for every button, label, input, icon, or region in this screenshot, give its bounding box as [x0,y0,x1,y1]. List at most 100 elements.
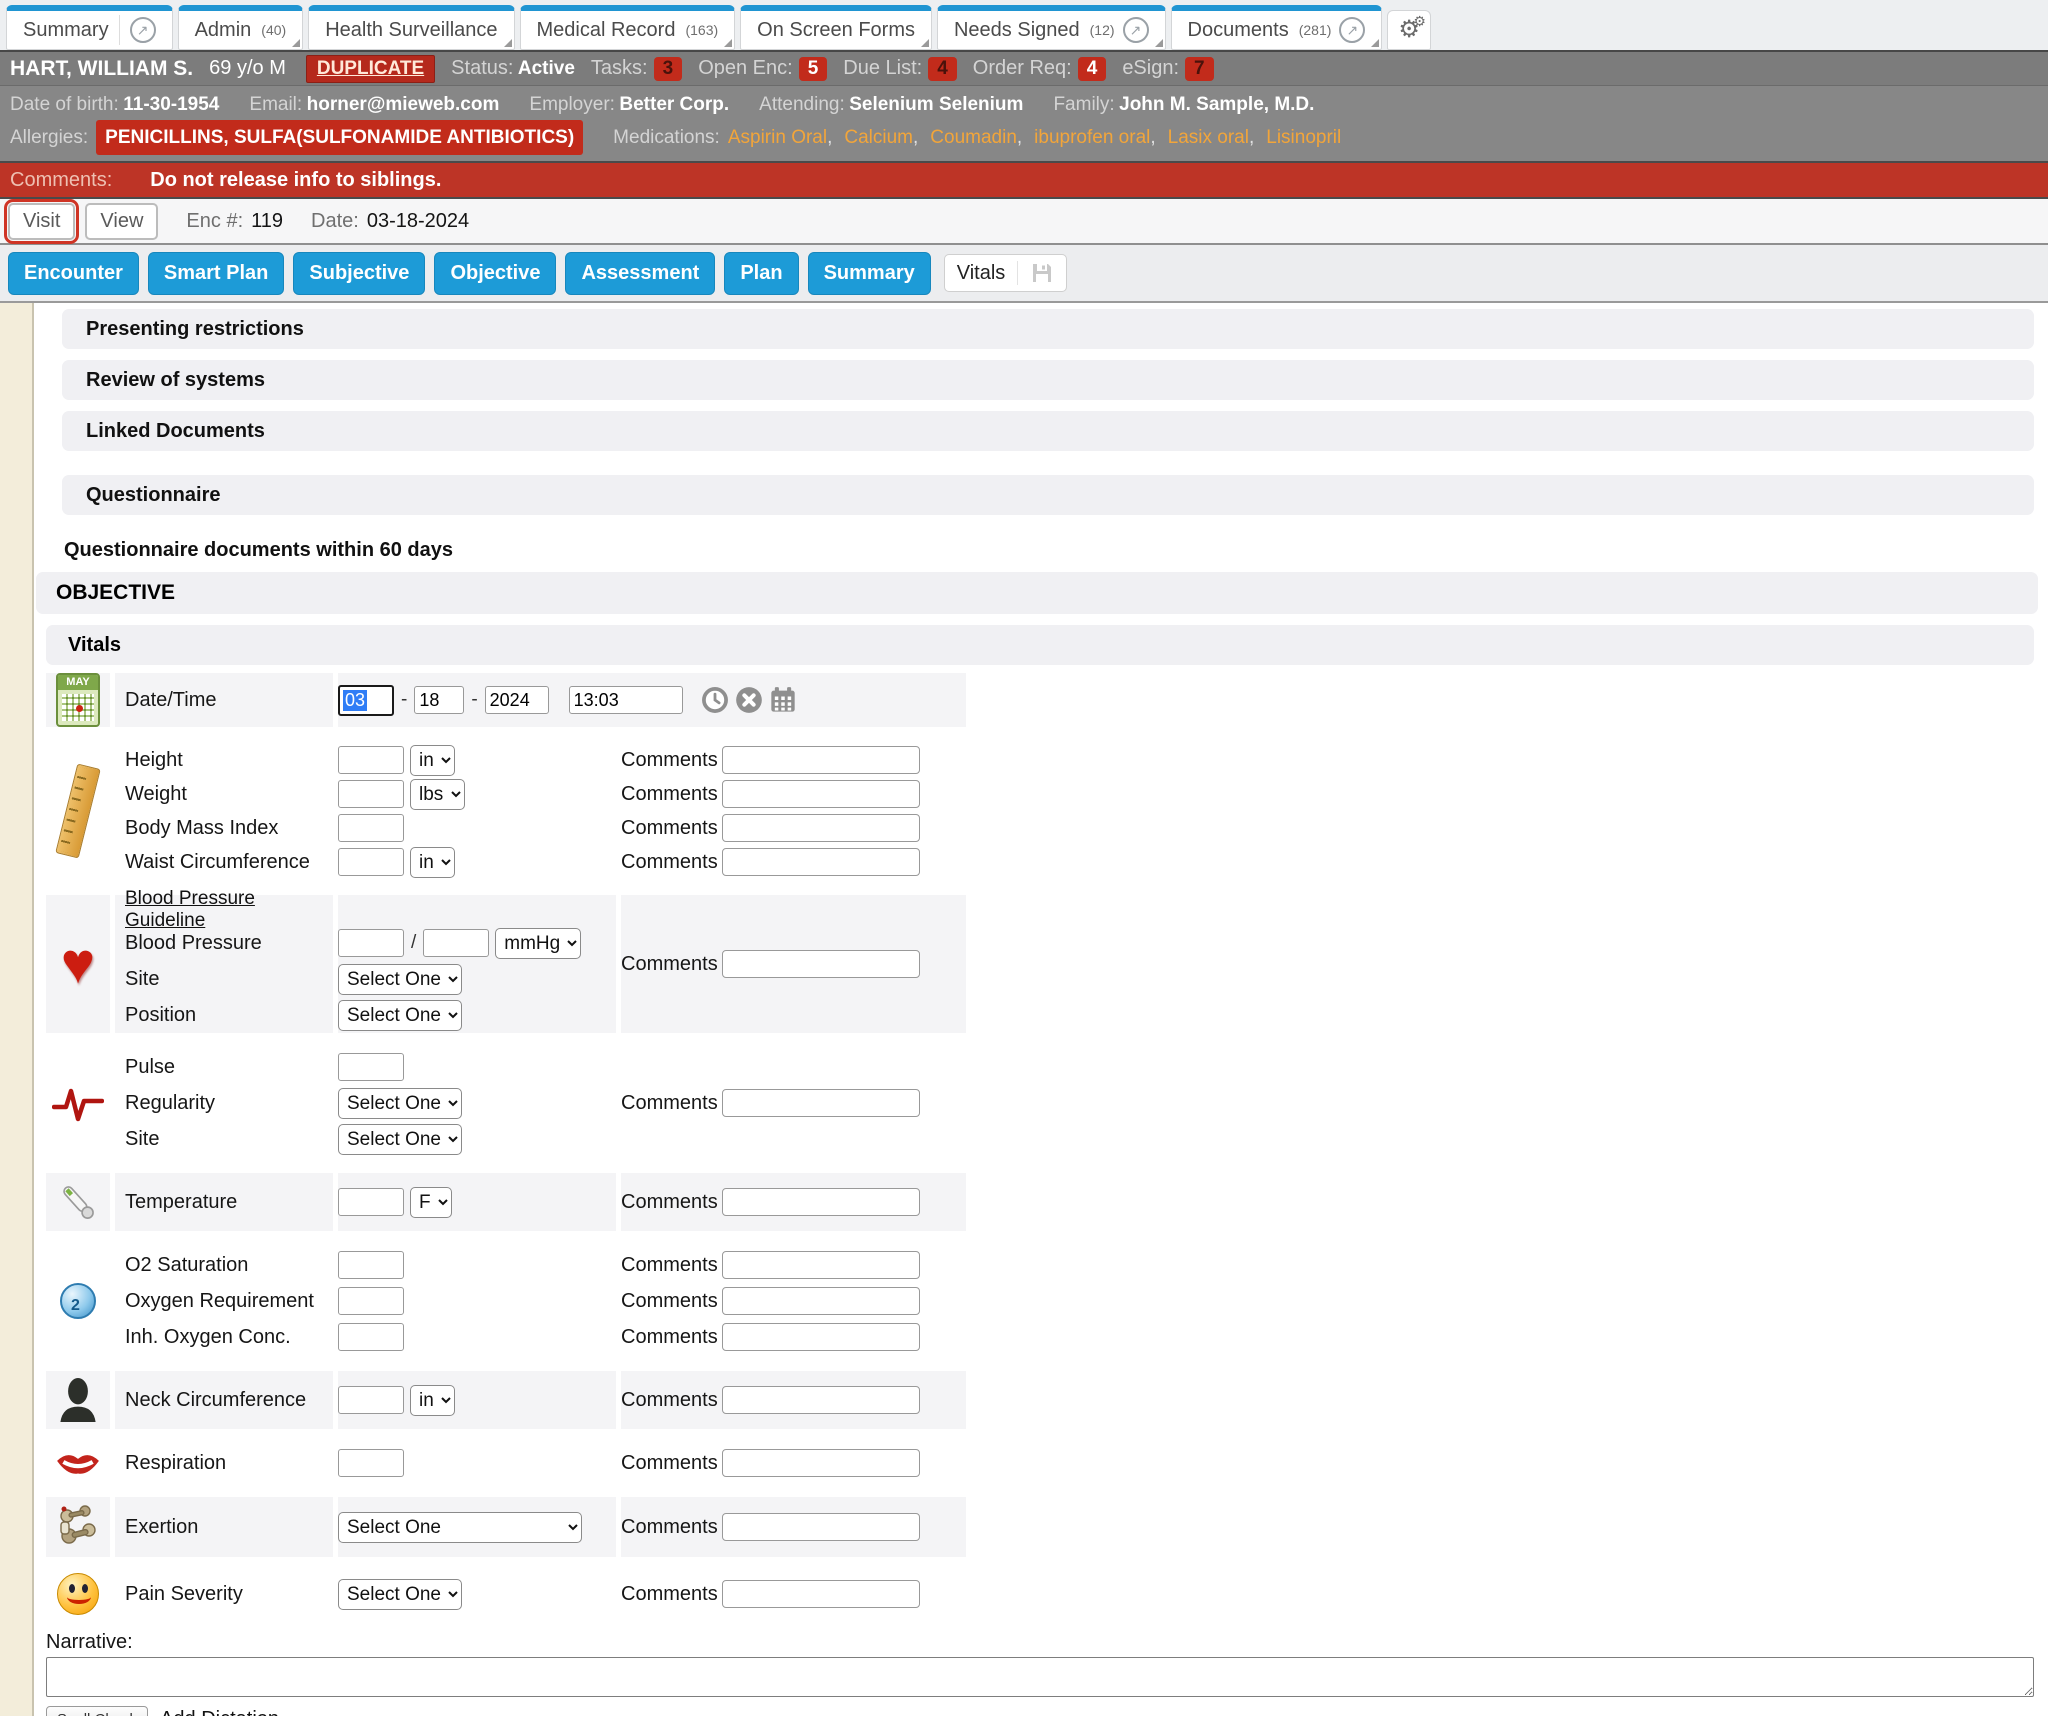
medication-link[interactable]: Aspirin Oral [727,127,828,148]
tab-needs-signed[interactable]: Needs Signed (12) ↗ [936,5,1166,50]
waist-input[interactable] [338,848,404,876]
calendar-picker-icon[interactable] [769,686,797,714]
respiration-comments-input[interactable] [721,1449,920,1477]
section-vitals[interactable]: Vitals [46,625,2034,665]
medication-link[interactable]: Lasix oral [1167,127,1249,148]
due-list-count-badge[interactable]: 4 [928,56,957,81]
medication-link[interactable]: Calcium [844,127,913,148]
summary-button[interactable]: Summary [807,251,931,295]
section-objective[interactable]: OBJECTIVE [36,572,2038,614]
pulse-comments-input[interactable] [721,1089,920,1117]
neck-comments-input[interactable] [721,1386,920,1414]
weight-comments-input[interactable] [721,780,920,808]
exertion-select[interactable]: Select One [338,1511,582,1543]
vitals-active-tab[interactable]: Vitals [943,254,1068,292]
tab-admin[interactable]: Admin (40) [177,5,304,50]
smart-plan-button[interactable]: Smart Plan [147,251,285,295]
o2-saturation-comments-input[interactable] [721,1251,920,1279]
bp-diastolic-input[interactable] [423,929,490,957]
allergies-badge[interactable]: PENICILLINS, SULFA(SULFONAMIDE ANTIBIOTI… [96,120,584,155]
temperature-comments-input[interactable] [721,1188,920,1216]
weight-label: Weight [125,782,187,805]
bp-systolic-input[interactable] [338,929,404,957]
section-questionnaire[interactable]: Questionnaire [62,475,2034,515]
save-icon[interactable] [1030,261,1054,285]
bp-position-select[interactable]: Select One [338,999,462,1031]
duplicate-badge[interactable]: DUPLICATE [305,54,436,83]
neck-unit-select[interactable]: in [410,1384,455,1416]
section-presenting-restrictions[interactable]: Presenting restrictions [62,309,2034,349]
tab-health-surveillance[interactable]: Health Surveillance [308,5,515,50]
view-button[interactable]: View [85,202,159,240]
popout-icon[interactable]: ↗ [1122,17,1149,43]
inh-oxygen-conc-input[interactable] [338,1323,404,1351]
subjective-button[interactable]: Subjective [293,251,426,295]
thermometer-icon [63,1186,94,1219]
section-linked-documents[interactable]: Linked Documents [62,411,2034,451]
weight-unit-select[interactable]: lbs [410,778,465,810]
medication-link[interactable]: ibuprofen oral [1034,127,1151,148]
respiration-input[interactable] [338,1449,404,1477]
tab-documents-count: (281) [1298,22,1332,38]
patient-header: HART, WILLIAM S. 69 y/o M DUPLICATE Stat… [0,50,2048,85]
date-day-input[interactable] [414,686,465,714]
spell-check-button[interactable]: Spell Check [46,1706,149,1716]
date-month-input[interactable]: 03 [338,684,394,716]
visit-button[interactable]: Visit [3,198,80,244]
pain-comments-input[interactable] [721,1580,920,1608]
tab-medical-record[interactable]: Medical Record (163) [519,5,736,50]
assessment-button[interactable]: Assessment [565,251,716,295]
section-review-of-systems[interactable]: Review of systems [62,360,2034,400]
bp-label: Blood Pressure [125,931,262,954]
oxygen-requirement-comments-input[interactable] [721,1287,920,1315]
time-input[interactable] [568,686,683,714]
esign-count-badge[interactable]: 7 [1185,56,1214,81]
bp-position-label: Position [125,1003,197,1026]
height-input[interactable] [338,746,404,774]
temperature-unit-select[interactable]: F [410,1186,452,1218]
settings-gear-button[interactable]: ⚙ ⚙ [1387,10,1431,50]
bp-comments-input[interactable] [721,950,920,978]
pain-severity-select[interactable]: Select One [338,1578,462,1610]
bp-site-select[interactable]: Select One [338,963,462,995]
encounter-button[interactable]: Encounter [8,251,139,295]
medication-link[interactable]: Coumadin [930,127,1017,148]
bp-guideline-link[interactable]: Blood Pressure Guideline [125,888,255,931]
popout-icon[interactable]: ↗ [129,17,156,43]
inh-oxygen-conc-comments-input[interactable] [721,1323,920,1351]
medication-link[interactable]: Lisinopril [1266,127,1342,148]
open-enc-count-badge[interactable]: 5 [798,56,828,81]
clock-icon[interactable] [701,686,729,714]
pulse-regularity-label: Regularity [125,1091,216,1114]
narrative-textarea[interactable] [46,1657,2034,1697]
waist-unit-select[interactable]: in [410,846,455,878]
pulse-site-select[interactable]: Select One [338,1123,462,1155]
oxygen-requirement-input[interactable] [338,1287,404,1315]
bmi-comments-input[interactable] [721,814,920,842]
height-comments-input[interactable] [721,746,920,774]
pulse-input[interactable] [338,1053,404,1081]
tab-on-screen-forms[interactable]: On Screen Forms [740,5,932,50]
objective-button[interactable]: Objective [434,251,557,295]
bmi-input[interactable] [338,814,404,842]
pulse-regularity-select[interactable]: Select One [338,1087,462,1119]
bp-unit-select[interactable]: mmHg [495,927,582,959]
o2-saturation-input[interactable] [338,1251,404,1279]
height-unit-select[interactable]: in [410,744,455,776]
plan-button[interactable]: Plan [724,251,799,295]
add-dictation-link[interactable]: Add Dictation [160,1708,279,1716]
weight-input[interactable] [338,780,404,808]
popout-icon[interactable]: ↗ [1339,17,1366,43]
tab-summary[interactable]: Summary ↗ [6,5,173,50]
exertion-group: Exertion Select One Comments [46,1497,966,1557]
left-sidebar-strip[interactable] [0,303,34,1716]
tasks-count-badge[interactable]: 3 [653,56,683,81]
order-req-count-badge[interactable]: 4 [1077,56,1107,81]
clear-date-icon[interactable] [735,686,763,714]
date-year-input[interactable] [484,686,549,714]
temperature-input[interactable] [338,1188,404,1216]
exertion-comments-input[interactable] [721,1513,920,1541]
tab-documents[interactable]: Documents (281) ↗ [1170,5,1383,50]
neck-circumference-input[interactable] [338,1386,404,1414]
waist-comments-input[interactable] [721,848,920,876]
